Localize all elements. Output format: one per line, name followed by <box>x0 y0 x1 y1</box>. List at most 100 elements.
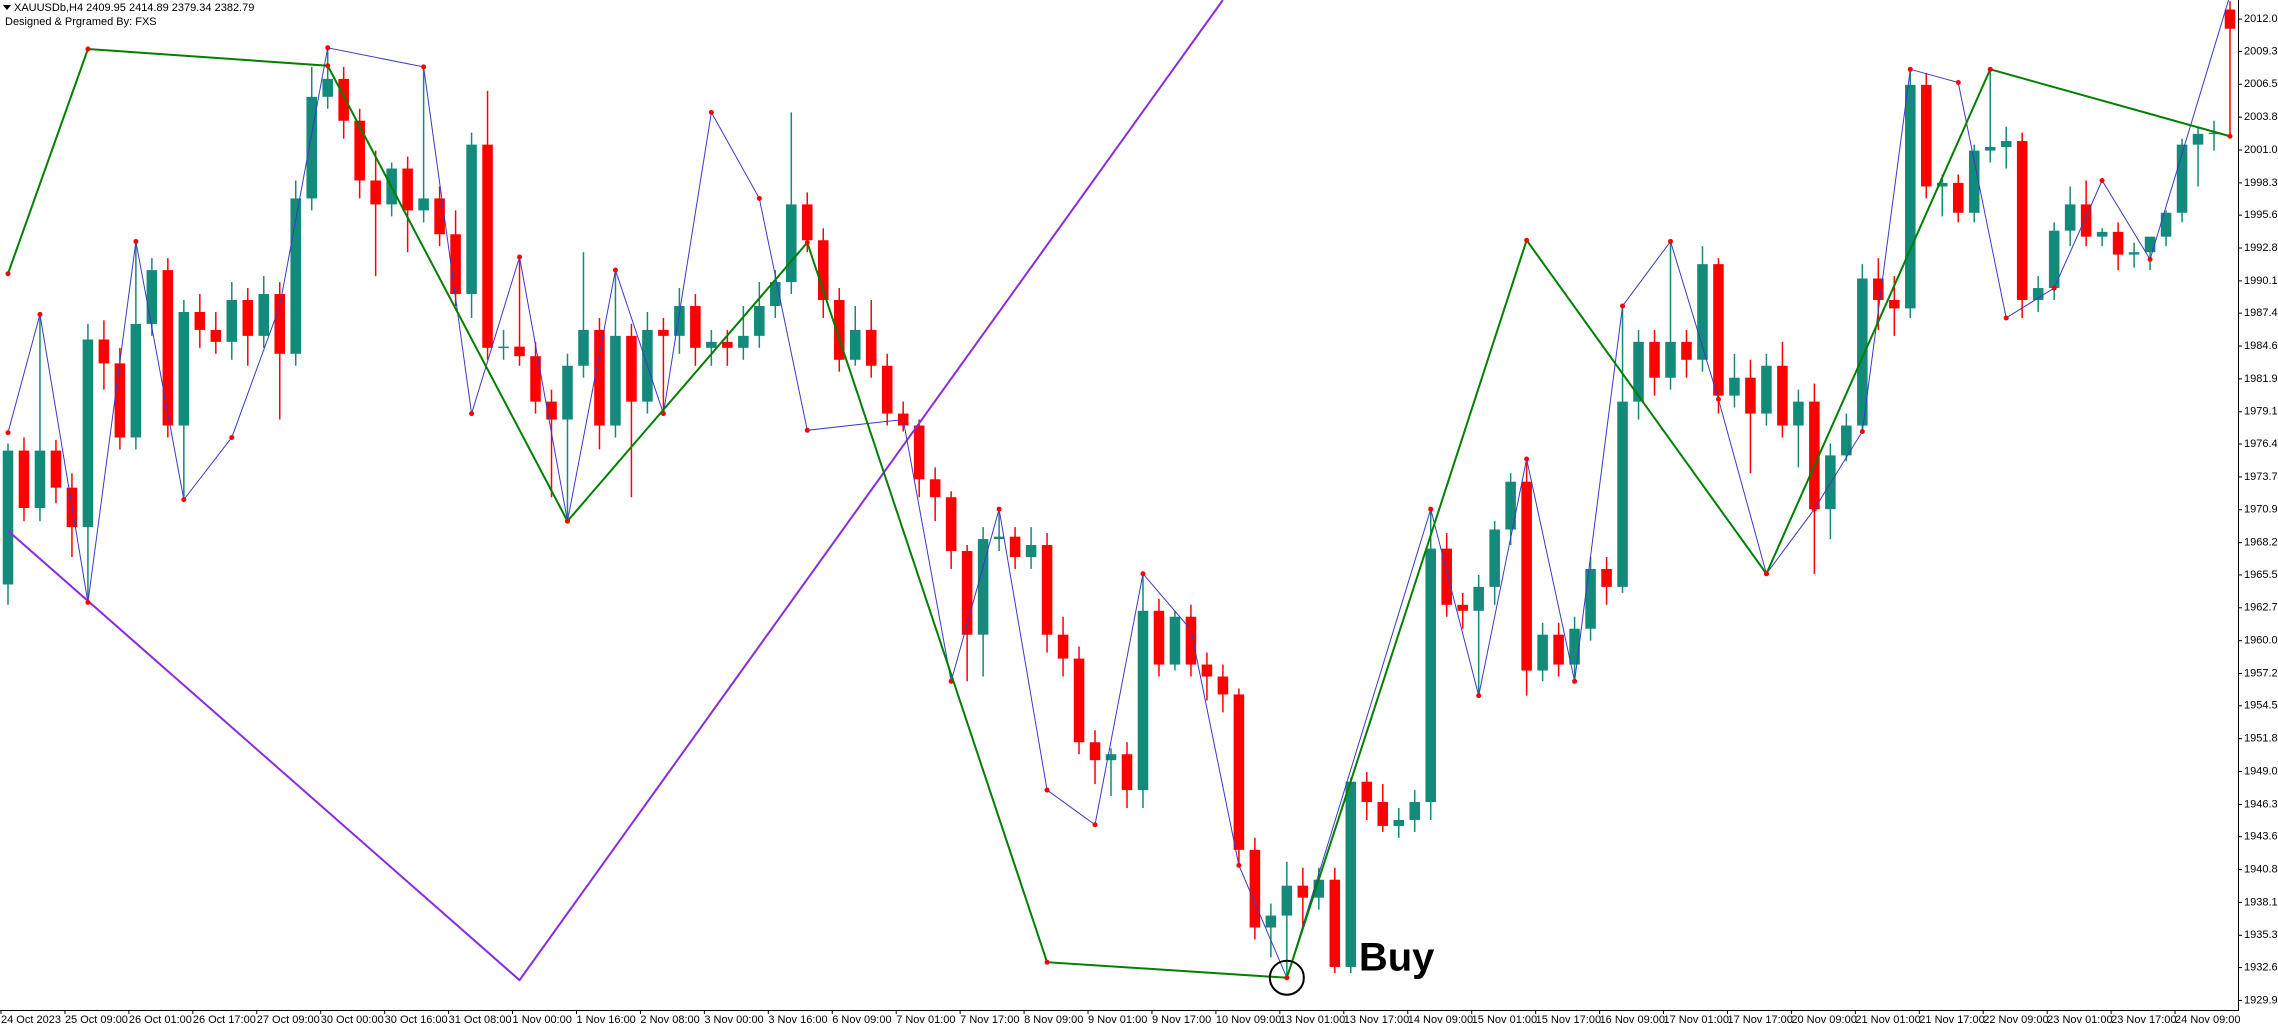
x-tick-label: 9 Nov 01:00 <box>1088 1014 1147 1026</box>
y-tick-label: 1965.50 <box>2244 569 2278 581</box>
candle-body <box>1825 455 1836 510</box>
candle-body <box>2048 230 2060 289</box>
candle-body <box>1457 604 1468 611</box>
x-tick-label: 6 Nov 09:00 <box>832 1014 891 1026</box>
zigzag-point <box>1668 238 1674 244</box>
zigzag-point <box>1188 627 1194 633</box>
candle-body <box>1601 568 1612 587</box>
x-tick-label: 23 Nov 17:00 <box>2111 1014 2176 1026</box>
candle-body <box>754 305 765 336</box>
x-tick-label: 9 Nov 17:00 <box>1152 1014 1211 1026</box>
candle-body <box>1569 628 1580 665</box>
signal-label: Buy <box>1359 935 1435 979</box>
zigzag-point <box>564 518 570 524</box>
zigzag-point <box>1955 79 1961 85</box>
candle-body <box>833 300 845 360</box>
menu-arrow[interactable] <box>3 5 11 10</box>
candle-body <box>1968 150 1980 213</box>
x-tick-label: 30 Oct 00:00 <box>321 1014 384 1026</box>
zigzag-point <box>708 109 714 115</box>
candle-body <box>610 335 621 426</box>
candle-body <box>881 365 893 414</box>
candle-body <box>466 144 477 295</box>
candle-body <box>1777 365 1788 426</box>
candle-body <box>370 180 381 205</box>
candle-body <box>50 450 62 488</box>
candle-body <box>690 305 701 348</box>
y-tick-label: 1935.35 <box>2244 929 2278 941</box>
x-tick-label: 21 Nov 17:00 <box>1919 1014 1984 1026</box>
candle-body <box>1089 742 1101 761</box>
candle-body <box>1809 401 1820 510</box>
zigzag-point <box>804 240 810 246</box>
x-tick-label: 17 Nov 01:00 <box>1664 1014 1729 1026</box>
y-tick-label: 1949.05 <box>2244 765 2278 777</box>
x-tick-label: 17 Nov 17:00 <box>1727 1014 1792 1026</box>
y-tick-label: 2006.55 <box>2244 78 2278 90</box>
x-tick-label: 8 Nov 09:00 <box>1024 1014 1083 1026</box>
candle-body <box>993 536 1005 540</box>
candle-body <box>1105 754 1117 761</box>
candle-body <box>626 335 637 402</box>
candle-body <box>1649 341 1660 378</box>
candle-body <box>722 341 733 348</box>
y-tick-label: 1987.40 <box>2244 307 2278 319</box>
y-tick-label: 1946.30 <box>2244 798 2278 810</box>
x-tick-label: 3 Nov 16:00 <box>768 1014 827 1026</box>
candle-body <box>1057 634 1069 659</box>
x-tick-label: 23 Nov 01:00 <box>2047 1014 2112 1026</box>
zigzag-point <box>1763 571 1769 577</box>
candle-body <box>1936 182 1948 187</box>
x-tick-label: 26 Oct 01:00 <box>129 1014 192 1026</box>
candle-body <box>290 198 302 354</box>
plot-area <box>2 0 2236 982</box>
candle-body <box>1473 586 1484 611</box>
zigzag-point <box>1907 66 1913 72</box>
candle-body <box>1537 634 1548 671</box>
signal-circle <box>1268 959 1305 996</box>
candle-body <box>2080 204 2092 237</box>
candle-body <box>1857 278 1868 426</box>
candle-body <box>1889 300 1900 309</box>
candle-body <box>194 311 206 330</box>
zigzag-point <box>1428 506 1434 512</box>
y-tick-label: 2003.80 <box>2244 111 2278 123</box>
zigzag-point <box>2227 133 2233 139</box>
candle-body <box>562 365 573 420</box>
candle-body <box>658 329 669 336</box>
y-tick-label: 1973.70 <box>2244 471 2278 483</box>
candle-body <box>865 329 877 366</box>
zigzag-point <box>1284 975 1290 981</box>
candle-body <box>1409 802 1421 820</box>
candle-body <box>1521 481 1532 671</box>
candle-body <box>1489 529 1500 587</box>
zigzag-point <box>1811 506 1817 512</box>
candle-body <box>2000 141 2012 148</box>
zigzag-point <box>2147 256 2153 262</box>
zigzag-point <box>756 195 762 201</box>
y-tick-label: 1976.45 <box>2244 438 2278 450</box>
candle-body <box>210 329 222 342</box>
y-tick-label: 1995.60 <box>2244 209 2278 221</box>
x-tick-label: 10 Nov 09:00 <box>1216 1014 1281 1026</box>
candle-body <box>450 234 461 295</box>
zigzag-point <box>1715 396 1721 402</box>
candle-body <box>1921 84 1932 187</box>
candle-body <box>114 363 126 438</box>
candle-body <box>913 425 925 480</box>
y-tick-label: 2001.05 <box>2244 144 2278 156</box>
zigzag-point <box>1044 787 1050 793</box>
candle-body <box>82 339 94 528</box>
candle-body <box>482 144 493 348</box>
candle-body <box>1329 879 1341 967</box>
candle-body <box>770 282 781 306</box>
y-tick-label: 1960.00 <box>2244 635 2278 647</box>
zigzag-point <box>1859 428 1865 434</box>
candle-body <box>546 401 557 420</box>
x-tick-label: 16 Nov 09:00 <box>1600 1014 1665 1026</box>
candle-body <box>1297 885 1309 898</box>
candle-body <box>786 204 797 283</box>
candle-body <box>849 329 861 360</box>
candle-body <box>1905 84 1916 309</box>
